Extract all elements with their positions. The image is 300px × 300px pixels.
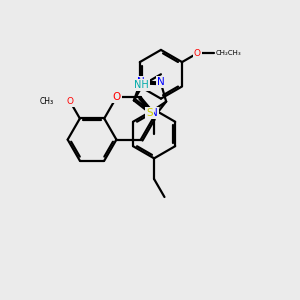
Text: CH₃: CH₃ <box>40 97 54 106</box>
Text: O: O <box>112 92 121 102</box>
Text: N: N <box>157 77 164 87</box>
Text: NH: NH <box>134 80 149 90</box>
Text: O: O <box>67 97 74 106</box>
Text: CH₂CH₃: CH₂CH₃ <box>215 50 241 56</box>
Text: N: N <box>150 108 158 118</box>
Text: S: S <box>146 108 153 118</box>
Text: O: O <box>194 49 201 58</box>
Text: N: N <box>137 77 145 87</box>
